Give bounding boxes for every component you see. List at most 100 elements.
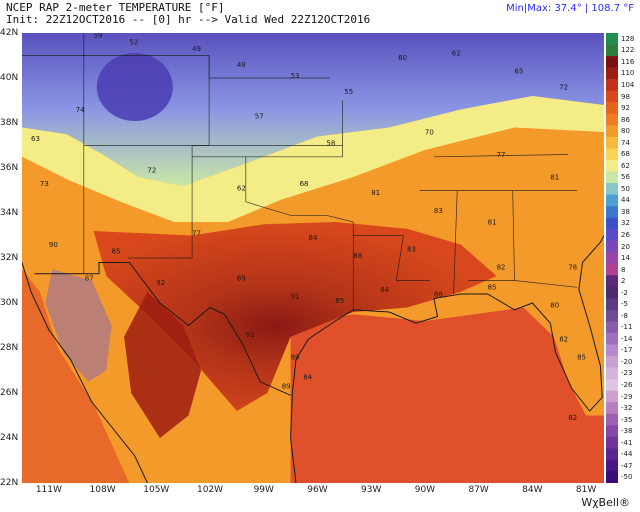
station-temperature: 82 [568,414,577,422]
colorbar-swatch [606,263,618,276]
gulf-of-california-coast [22,262,148,483]
colorbar-swatch [606,125,618,138]
colorbar-swatch [606,79,618,91]
colorbar-swatch [606,275,618,288]
colorbar-swatch [606,90,618,103]
chart-title: NCEP RAP 2-meter TEMPERATURE [°F] [6,1,225,14]
colorbar-swatch [606,459,618,472]
station-temperature: 85 [488,284,497,292]
weatherbell-logo: WχBell® [581,496,630,509]
colorbar-swatch [606,194,618,207]
station-temperature: 74 [76,106,85,114]
station-temperature: 57 [255,113,264,121]
colorbar-swatch [606,425,618,438]
gulf-coastline [290,235,604,483]
colorbar-label: 44 [621,196,630,205]
station-temperature: 72 [559,83,568,91]
colorbar-swatch [606,448,618,461]
state-line [453,190,458,295]
colorbar-swatch [606,113,618,126]
latitude-label: 42N [0,28,19,38]
latitude-label: 34N [0,208,19,218]
pacific-region [22,269,130,483]
station-temperature: 85 [112,248,121,256]
colorbar-label: 14 [621,254,630,262]
station-temperature: 70 [425,128,434,136]
latitude-label: 36N [0,163,19,173]
station-temperature: 89 [237,275,246,283]
colorbar-label: -41 [621,438,633,447]
colorbar-swatch [606,471,618,483]
colorbar-label: 68 [621,150,630,159]
colorbar-label: -8 [621,311,628,320]
station-temperature: 89 [291,353,300,361]
station-temperature: 78 [568,263,577,271]
station-temperature: 83 [434,207,443,215]
station-temperature: 84 [380,286,389,294]
colorbar-swatch [606,44,618,57]
init-valid-line: Init: 22Z12OCT2016 -- [0] hr --> Valid W… [6,13,371,26]
colorbar-swatch [606,159,618,172]
station-temperature: 72 [147,167,156,175]
station-temperature: 87 [85,275,94,283]
colorbar-swatch [606,171,618,184]
colorbar-swatch [606,333,618,345]
mild-transition-zone [22,96,604,222]
latitude-label: 38N [0,118,19,128]
colorbar-swatch [606,102,618,115]
colorbar-label: -11 [621,323,633,332]
colorbar-label: 128 [621,34,635,43]
colorbar-label: -35 [621,415,633,424]
station-temperature: 55 [344,88,353,96]
colorbar-swatch [606,229,618,241]
colorbar-label: 110 [621,69,635,78]
latitude-label: 26N [0,388,19,398]
longitude-label: 102W [196,485,224,495]
station-temperature: 77 [497,151,506,159]
colorbar-swatch [606,309,618,322]
station-temperature: 73 [40,180,49,188]
latitude-label: 24N [0,433,19,443]
station-temperature: 49 [192,45,201,53]
station-temperature: 65 [515,68,524,76]
mexican-plateau-heat [124,291,202,438]
colorbar-label: -32 [621,404,633,412]
colorbar-swatch [606,356,618,368]
station-temperature: 48 [237,61,246,69]
station-temperature: 84 [309,234,318,242]
station-temperature: 88 [434,290,443,298]
colorbar-label: 26 [621,230,630,239]
station-temperature: 82 [559,335,568,343]
station-temperature: 62 [237,185,246,193]
longitude-label: 105W [143,485,170,495]
colorbar-label: 32 [621,219,630,228]
latitude-label: 32N [0,253,19,263]
longitude-label: 93W [361,485,382,495]
colorbar-swatch [606,298,618,311]
colorbar-swatch [606,367,618,380]
state-line [433,154,569,158]
state-line [395,235,431,281]
station-temperature: 90 [49,241,58,249]
station-temperature: 77 [192,230,201,238]
colorbar-swatch [606,390,618,403]
station-temperature: 80 [550,302,559,310]
temperature-map: 59 52 49 48 53 55 60 62 65 72 74 63 57 58 70 77 81 73 72 62… [22,33,604,483]
hot-interior-region [93,222,497,411]
longitude-label: 90W [414,485,436,495]
station-temperature: 83 [407,245,416,253]
colorbar-swatch [606,252,618,265]
colorbar-label: 116 [621,57,635,66]
gulf-of-mexico [290,307,604,483]
station-temperature: 84 [303,374,312,382]
colorbar-label: -2 [621,288,628,297]
station-temperature: 68 [300,180,309,188]
longitude-label: 99W [253,485,274,495]
colorbar-swatch [606,206,618,218]
colorbar-swatch [606,136,618,149]
colorbar-label: 92 [621,104,630,112]
colorbar-label: -50 [621,473,633,482]
colorbar-swatch [606,217,618,230]
station-temperature: 52 [129,38,138,46]
longitude-label: 81W [575,485,597,495]
